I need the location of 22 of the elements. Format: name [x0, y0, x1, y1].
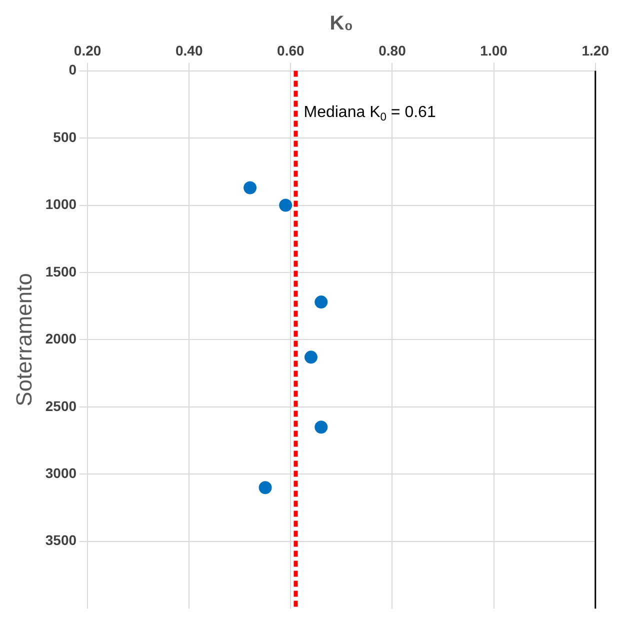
- y-axis-title: Soterramento: [11, 273, 36, 406]
- y-tick-label: 3000: [45, 465, 77, 482]
- y-tick-label: 2500: [45, 398, 77, 414]
- x-tick-label: 1.00: [480, 42, 508, 58]
- point: [244, 181, 257, 194]
- point: [314, 296, 328, 309]
- x-tick-label: 0.20: [74, 42, 102, 58]
- point: [279, 198, 292, 212]
- x-tick-label: 0.80: [378, 42, 406, 58]
- y-tick-label: 1500: [45, 263, 77, 280]
- y-tick-label: 0: [68, 62, 77, 78]
- x-tick-label: 0.40: [175, 42, 203, 58]
- x-tick-label: 0.60: [277, 42, 305, 58]
- point: [258, 481, 272, 494]
- point: [314, 420, 328, 434]
- x-tick-label: 1.20: [582, 42, 610, 58]
- x-axis-title: K₀: [330, 12, 354, 35]
- y-tick-label: 1000: [45, 196, 77, 212]
- y-tick-label: 3500: [45, 532, 77, 548]
- point: [304, 350, 318, 364]
- y-tick-label: 2000: [45, 330, 77, 347]
- y-tick-label: 500: [53, 128, 77, 145]
